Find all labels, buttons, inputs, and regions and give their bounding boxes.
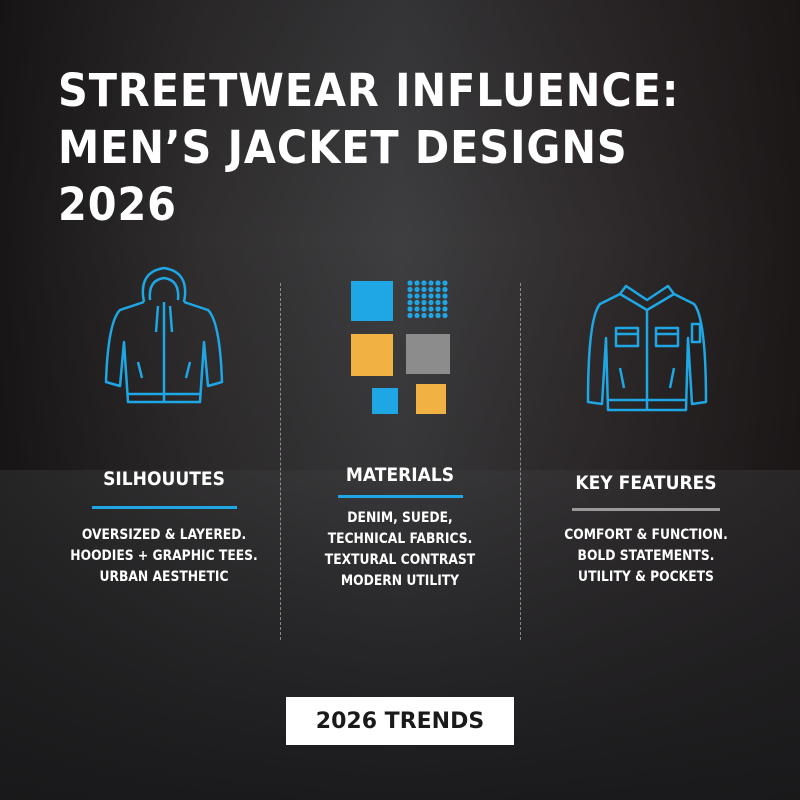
fabric-dot <box>414 280 420 286</box>
column-line: COMFORT & FUNCTION. <box>564 527 728 543</box>
fabric-dot <box>435 306 441 312</box>
heading-underline <box>572 508 720 511</box>
fabric-dot <box>442 312 448 319</box>
trends-badge: 2026 TRENDS <box>286 697 514 745</box>
street-background <box>0 470 800 800</box>
fabric-dot <box>407 293 413 299</box>
fabric-dot <box>428 306 434 312</box>
fabric-dot <box>407 286 413 293</box>
column-heading: KEY FEATURES <box>575 472 717 494</box>
column-line: TECHNICAL FABRICS. <box>327 531 473 547</box>
fabric-dot <box>421 306 427 312</box>
column-key-features: KEY FEATURES COMFORT & FUNCTION. BOLD STA… <box>526 472 766 588</box>
fabric-dot <box>442 293 448 299</box>
heading-underline <box>91 506 237 509</box>
fabric-dot <box>428 286 434 293</box>
column-heading: MATERIALS <box>345 464 455 486</box>
column-line: OVERSIZED & LAYERED. <box>81 527 247 543</box>
fabric-dot <box>421 286 427 293</box>
column-line: DENIM, SUEDE, <box>347 510 453 526</box>
fabric-dot <box>421 293 427 299</box>
fabric-dot <box>442 280 448 286</box>
fabric-dot <box>407 280 413 286</box>
column-line: UTILITY & POCKETS <box>578 569 714 585</box>
fabric-dot <box>421 312 427 319</box>
fabric-dot <box>428 299 434 306</box>
fabric-dot <box>414 293 420 299</box>
hoodie-jacket-icon <box>104 266 224 404</box>
fabric-dot <box>414 312 420 319</box>
fabric-dot <box>442 299 448 306</box>
fabric-dot <box>414 299 420 306</box>
fabric-dot <box>421 299 427 306</box>
fabric-dot <box>435 299 441 306</box>
fabric-dot <box>442 286 448 293</box>
fabric-dot <box>428 312 434 319</box>
fabric-dot <box>421 280 427 286</box>
column-silhouettes: SILHOUUTES OVERSIZED & LAYERED. HOODIES +… <box>44 468 284 588</box>
fabric-swatches-icon <box>351 280 450 414</box>
column-line: HOODIES + GRAPHIC TEES. <box>70 548 258 564</box>
fabric-dot <box>407 312 413 319</box>
column-line: MODERN UTILITY <box>340 573 460 589</box>
utility-jacket-icon <box>586 284 708 412</box>
fabric-dot <box>407 306 413 312</box>
fabric-dot <box>435 293 441 299</box>
fabric-dot <box>435 286 441 293</box>
column-line: TEXTURAL CONTRAST <box>324 552 476 568</box>
column-materials: MATERIALS DENIM, SUEDE, TECHNICAL FABRICS… <box>280 464 520 592</box>
fabric-dot <box>442 306 448 312</box>
fabric-dot <box>414 306 420 312</box>
fabric-dot <box>435 312 441 319</box>
page-title: STREETWEAR INFLUENCE: MEN’S JACKET DESIGN… <box>58 64 680 231</box>
fabric-dot <box>407 299 413 306</box>
column-line: BOLD STATEMENTS. <box>577 548 715 564</box>
column-heading: SILHOUUTES <box>103 468 225 490</box>
fabric-dot <box>414 286 420 293</box>
fabric-dot <box>428 293 434 299</box>
divider <box>520 283 521 640</box>
heading-underline <box>337 495 463 498</box>
column-line: URBAN AESTHETIC <box>99 569 229 585</box>
fabric-dot <box>435 280 441 286</box>
divider <box>280 283 281 640</box>
fabric-dot <box>428 280 434 286</box>
